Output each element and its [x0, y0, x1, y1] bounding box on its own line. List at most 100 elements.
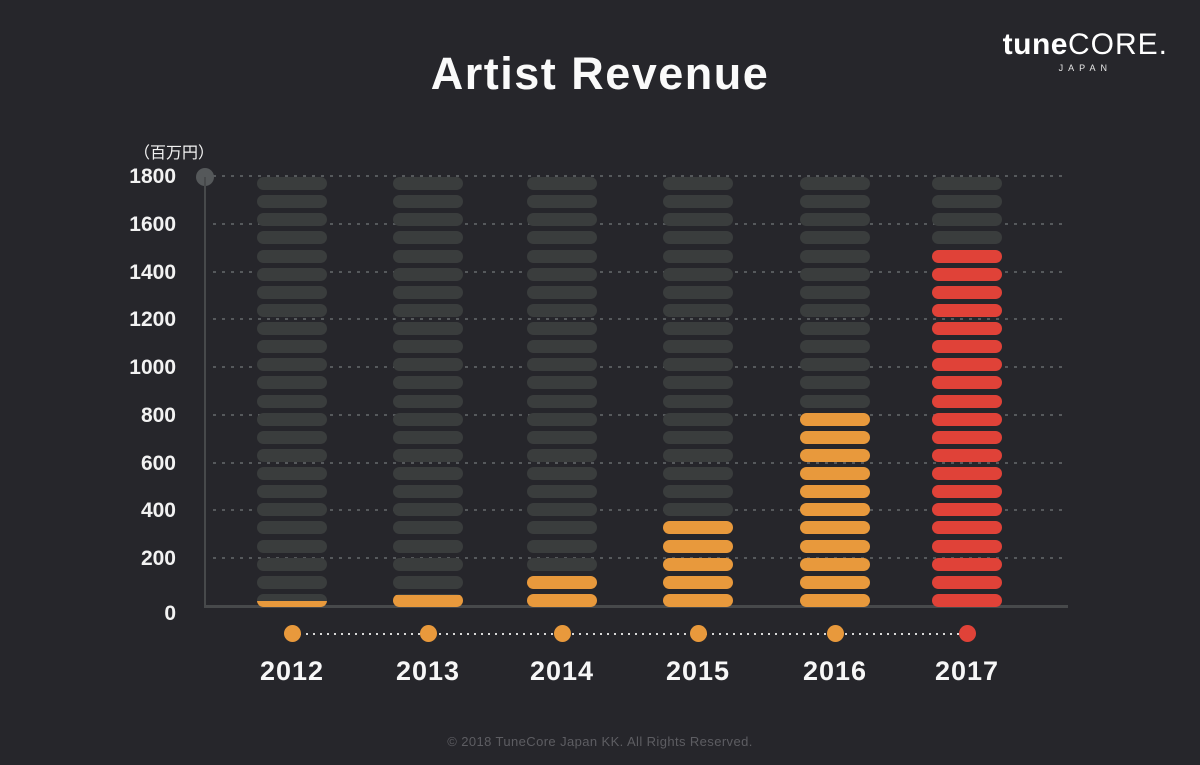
bar-segment [800, 195, 870, 209]
bar-segment [663, 539, 733, 553]
bar-segment [800, 358, 870, 372]
bar-segment [800, 485, 870, 499]
bar-segment [527, 249, 597, 263]
bar-segment [393, 267, 463, 281]
bar-segment [663, 267, 733, 281]
bar-segment [257, 594, 327, 607]
bar-column-2015 [663, 177, 733, 607]
gridline-1000 [213, 366, 1067, 369]
bar-segment [800, 376, 870, 390]
bar-segment [663, 376, 733, 390]
gridline-1600 [213, 222, 1067, 225]
bar-segment [932, 485, 1002, 499]
bar-segment [932, 539, 1002, 553]
bar-segment [800, 231, 870, 245]
bar-segment [932, 448, 1002, 462]
bar-segment [257, 557, 327, 571]
bar-segment [663, 557, 733, 571]
gridline-200 [213, 557, 1067, 560]
bar-segment [393, 376, 463, 390]
bar-segment [527, 485, 597, 499]
bar-segment [932, 177, 1002, 190]
bar-segment [257, 394, 327, 408]
bar-segment [257, 285, 327, 299]
bar-segment [527, 539, 597, 553]
bar-segment [257, 303, 327, 317]
bar-segment [932, 557, 1002, 571]
bar-segment [800, 412, 870, 426]
bar-segment [527, 521, 597, 535]
bar-segment [257, 322, 327, 336]
y-tick-label-1600: 1600 [129, 212, 176, 236]
bar-segment [393, 249, 463, 263]
x-axis-line [204, 605, 1068, 608]
bar-segment [800, 503, 870, 517]
bar-segment [257, 358, 327, 372]
bar-segment [527, 412, 597, 426]
gridline-600 [213, 461, 1067, 464]
bar-segment [932, 358, 1002, 372]
bar-segment [932, 213, 1002, 227]
bar-segment [393, 575, 463, 589]
bar-segment [663, 195, 733, 209]
bar-segment [527, 376, 597, 390]
bar-segment [257, 340, 327, 354]
chart-title: Artist Revenue [430, 48, 770, 99]
y-tick-label-1000: 1000 [129, 356, 176, 380]
bar-segment [800, 213, 870, 227]
bar-segment [527, 430, 597, 444]
bar-segment [663, 358, 733, 372]
y-tick-label-600: 600 [140, 451, 176, 475]
y-tick-label-1400: 1400 [129, 260, 176, 284]
logo-core-text: CORE. [1067, 28, 1168, 61]
bar-segment [663, 448, 733, 462]
bar-segment [663, 213, 733, 227]
year-label-2017: 2017 [934, 656, 1000, 686]
bar-column-2013 [393, 177, 463, 607]
bar-segment [393, 557, 463, 571]
y-tick-label-0: 0 [164, 602, 176, 625]
bar-segment [527, 303, 597, 317]
bar-segment [393, 539, 463, 553]
bar-segment [393, 503, 463, 517]
bar-segment [527, 177, 597, 190]
bar-segment [663, 412, 733, 426]
bar-segment [663, 594, 733, 607]
gridline-1800 [213, 175, 1067, 177]
bar-segment [663, 467, 733, 481]
bar-segment [257, 430, 327, 444]
bar-column-2012 [257, 177, 327, 607]
y-tick-label-400: 400 [140, 499, 176, 523]
bar-segment [663, 575, 733, 589]
bar-segment [393, 594, 463, 607]
bar-segment [257, 231, 327, 245]
gridline-1400 [213, 270, 1067, 273]
bar-segment [527, 340, 597, 354]
bar-segment [800, 249, 870, 263]
y-tick-label-1200: 1200 [129, 308, 176, 332]
bar-segment [393, 358, 463, 372]
bar-segment [527, 448, 597, 462]
bar-segment [393, 521, 463, 535]
bar-segment [393, 231, 463, 245]
year-label-2014: 2014 [529, 656, 595, 686]
bar-segment [257, 485, 327, 499]
bar-segment [527, 213, 597, 227]
bar-segment [257, 521, 327, 535]
bar-segment [932, 340, 1002, 354]
bar-segment [663, 322, 733, 336]
y-axis-tick-labels: 0 200 400 600 800 1000 1200 1400 1600 1800 [96, 165, 176, 625]
gridline-800 [213, 413, 1067, 416]
bar-segment [800, 594, 870, 607]
bar-segment [663, 485, 733, 499]
bar-segment [800, 467, 870, 481]
bar-segment [800, 340, 870, 354]
bar-segment [932, 303, 1002, 317]
bar-segment [932, 285, 1002, 299]
y-axis-unit-label: （百万円） [134, 145, 215, 162]
bar-segment [393, 340, 463, 354]
x-axis-year-labels: 2012 2013 2014 2015 2016 2017 [205, 656, 1067, 690]
bar-segment [257, 448, 327, 462]
bar-segment [800, 303, 870, 317]
bar-segment [663, 285, 733, 299]
